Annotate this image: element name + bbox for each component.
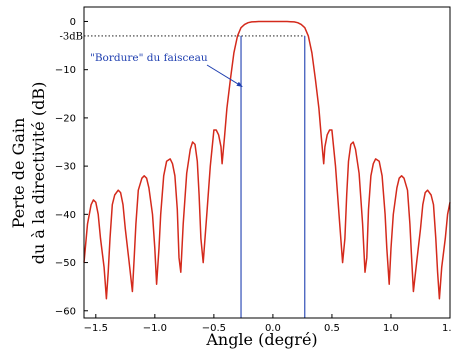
x-tick-label: −1.5 (84, 323, 108, 334)
x-tick-label: 0.0 (265, 323, 281, 334)
y-tick-label: −50 (55, 258, 76, 269)
annotation-arrow (206, 64, 243, 87)
y-tick-label: −10 (55, 65, 76, 76)
y-tick-label: −30 (55, 162, 76, 173)
y-axis-title-line1: Perte de Gain (9, 118, 28, 229)
plot-frame (83, 6, 451, 319)
gain-pattern-series-line (83, 20, 451, 300)
x-tick-label: 0.5 (324, 323, 340, 334)
y-tick-label: −20 (55, 113, 76, 124)
y-axis-title-line2: du à la directivité (dB) (29, 82, 48, 265)
x-tick-label: 1.5 (442, 323, 451, 334)
x-tick-label: −0.5 (202, 323, 226, 334)
plot-area: -3dB "Bordure" du faisceau (60, 20, 451, 318)
y-tick-label: −40 (55, 210, 76, 221)
axis-ticks: −1.5 −1.0 −0.5 0.0 0.5 1.0 1.5 0 −10 −20 −30 −40 −50… (55, 17, 451, 334)
y-axis-title: Perte de Gain du à la directivité (dB) (9, 82, 48, 265)
minus-3db-label: -3dB (60, 31, 84, 42)
x-tick-label: 1.0 (383, 323, 399, 334)
beam-edge-annotation: "Bordure" du faisceau (90, 52, 208, 64)
x-axis-title: Angle (degré) (205, 330, 317, 349)
y-tick-label: −60 (55, 306, 76, 317)
x-tick-label: −1.0 (143, 323, 167, 334)
y-tick-label: 0 (70, 17, 76, 28)
